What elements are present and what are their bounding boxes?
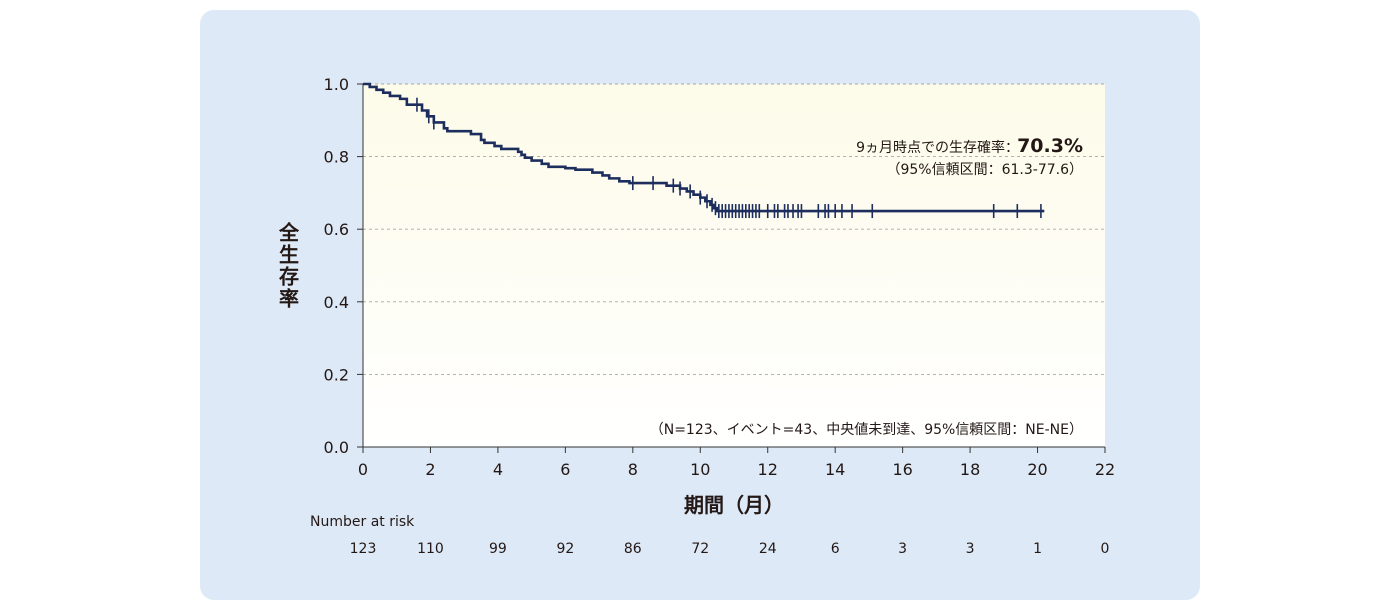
x-tick-label: 16 [892,460,912,479]
x-tick-label: 10 [690,460,710,479]
y-axis-label-char: 存 [279,265,299,289]
risk-value: 1 [1033,541,1042,557]
x-tick-label: 2 [425,460,435,479]
risk-value: 0 [1101,541,1110,557]
risk-table-title: Number at risk [310,514,415,530]
x-axis-ticks: 0 2 4 6 8 10 12 14 16 18 20 22 [358,447,1115,479]
survival-value: 70.3% [1017,135,1083,157]
km-curve [363,82,1045,213]
x-tick-label: 6 [560,460,570,479]
y-tick-label: 0.0 [324,438,349,457]
x-tick-label: 20 [1027,460,1047,479]
summary-text: （N=123、イベント=43、中央値未到達、95%信頼区間：NE-NE） [650,422,1083,438]
y-axis-label-char: 率 [279,287,299,311]
risk-value: 3 [898,541,907,557]
x-tick-label: 0 [358,460,368,479]
x-tick-label: 4 [493,460,503,479]
axes [362,84,1105,448]
risk-value: 6 [831,541,840,557]
x-tick-label: 8 [628,460,638,479]
y-tick-label: 0.6 [324,220,349,239]
y-axis-label-char: 全 [278,221,300,245]
grid-lines [363,83,1105,375]
y-tick-label: 0.2 [324,365,349,384]
risk-table: 123 110 99 92 86 72 24 6 3 3 1 0 [350,541,1110,557]
y-axis-ticks: 0.0 0.2 0.4 0.6 0.8 1.0 [324,75,363,457]
risk-value: 72 [691,541,709,557]
risk-value: 86 [624,541,642,557]
x-tick-label: 18 [960,460,980,479]
y-tick-label: 0.8 [324,148,349,167]
risk-value: 24 [759,541,777,557]
x-tick-label: 12 [758,460,778,479]
risk-value: 92 [556,541,574,557]
survival-ci: （95%信頼区間：61.3-77.6） [886,162,1083,178]
censor-marks [416,97,1042,219]
x-tick-label: 22 [1095,460,1115,479]
x-tick-label: 14 [825,460,845,479]
y-tick-label: 1.0 [324,75,349,94]
risk-value: 99 [489,541,507,557]
risk-value: 123 [350,541,377,557]
x-axis-label: 期間（月） [684,493,784,517]
y-tick-label: 0.4 [324,293,349,312]
plot-area [363,84,1105,447]
risk-value: 3 [966,541,975,557]
risk-value: 110 [417,541,444,557]
y-axis-label-char: 生 [279,243,299,267]
survival-label: 9ヵ月時点での生存確率： [856,139,1019,156]
